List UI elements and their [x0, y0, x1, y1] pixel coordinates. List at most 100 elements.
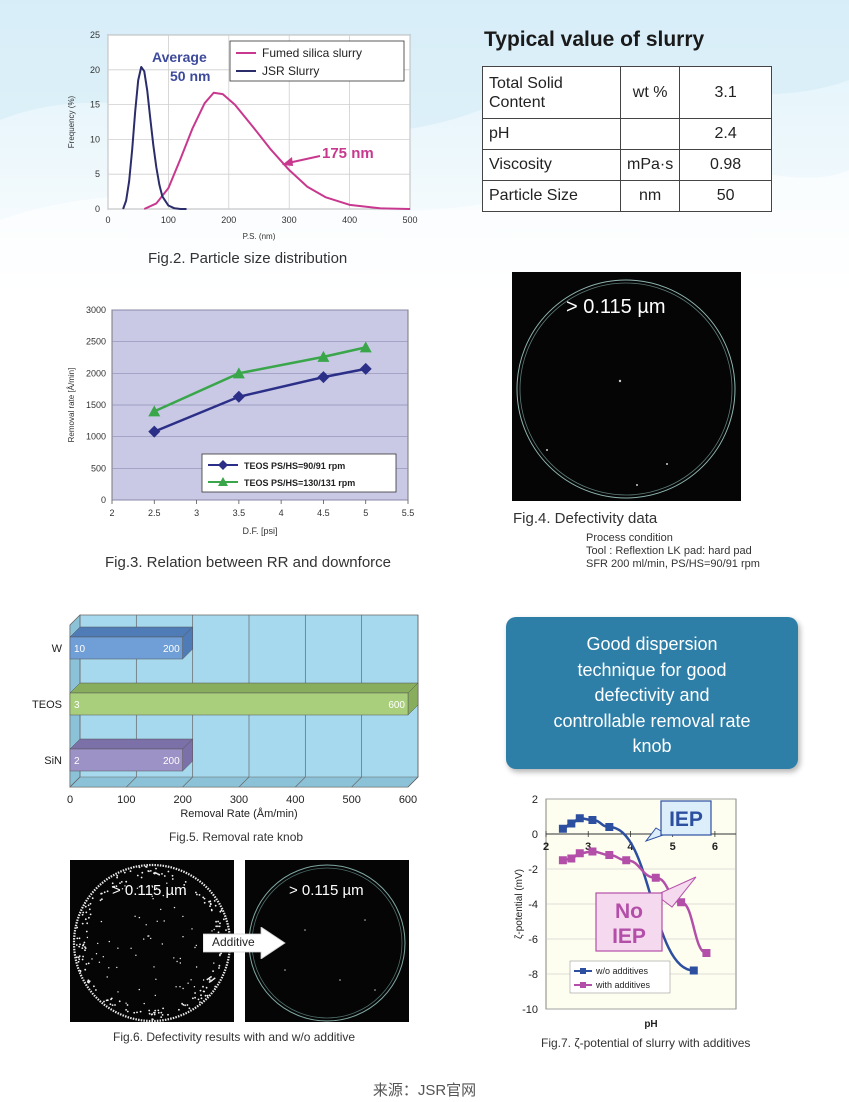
- y-tick-label: 0: [101, 495, 106, 505]
- defect-dot: [219, 910, 222, 913]
- defect-dot: [202, 990, 205, 993]
- defect-dot: [219, 922, 221, 925]
- x-tick-label: 500: [402, 215, 417, 225]
- defect-dot: [125, 880, 128, 883]
- defect-dot: [192, 997, 194, 1000]
- defect-size-label: > 0.115 µm: [289, 882, 364, 899]
- defect-dot: [374, 989, 376, 991]
- defect-dot: [154, 994, 156, 997]
- defect-dot: [87, 962, 90, 965]
- y-tick-label: 1000: [86, 432, 106, 442]
- removal-rate-chart: 0 500 1000 1500 2000 2500 3000 2 2.5 3 3.5 4 4.5 5 5.5…: [67, 305, 415, 536]
- defect-dot: [136, 1011, 138, 1014]
- defect-dot: [91, 958, 93, 960]
- defect-dot: [95, 989, 97, 991]
- defect-dot: [129, 870, 132, 873]
- defect-dot: [167, 1013, 169, 1016]
- y-tick-label: 15: [90, 100, 100, 110]
- defect-dot: [87, 980, 89, 983]
- defect-dot: [108, 967, 110, 969]
- y-tick-label: -6: [528, 934, 538, 946]
- defect-dot: [176, 960, 178, 963]
- data-point: [148, 405, 161, 417]
- defect-dot: [175, 986, 177, 988]
- defect-dot: [126, 1010, 129, 1013]
- defect-dot: [78, 958, 81, 961]
- defect-dot: [157, 1009, 160, 1012]
- bar-top: [69, 682, 419, 694]
- defect-dot: [86, 936, 89, 939]
- callout-pointer: [655, 876, 697, 908]
- y-tick-label: 2: [532, 794, 538, 806]
- defect-dot: [214, 985, 217, 988]
- x-tick-label: 200: [221, 215, 236, 225]
- x-axis-label: pH: [644, 1019, 657, 1030]
- defect-dot: [91, 897, 94, 900]
- defect-dot: [194, 992, 196, 994]
- legend-label: with additives: [595, 980, 651, 990]
- gridline: [182, 776, 193, 788]
- x-tick-label: 600: [399, 794, 417, 806]
- source-note: 来源：JSR官网: [372, 1082, 477, 1099]
- defect-dot: [163, 875, 166, 877]
- defect-dot: [88, 916, 90, 919]
- defect-dot: [156, 920, 158, 922]
- defect-dot: [163, 920, 165, 922]
- defect-dot: [152, 898, 154, 900]
- category-label: TEOS: [32, 699, 62, 711]
- fig4-caption: Fig.4. Defectivity data: [513, 510, 658, 527]
- y-tick-label: 10: [90, 134, 100, 144]
- defect-dot: [546, 449, 548, 451]
- defect-dot: [155, 872, 158, 875]
- defect-dot: [76, 926, 79, 929]
- defect-size-label: > 0.115 µm: [112, 882, 187, 899]
- legend-marker: [580, 982, 586, 988]
- removal-rate-knob-chart: 0 100 200 300 400 500 600 Removal Rate (Åm/min)…: [32, 614, 419, 820]
- defect-dot: [145, 866, 148, 868]
- legend-box: [229, 40, 405, 82]
- data-point: [651, 873, 660, 882]
- defect-dot: [140, 876, 143, 879]
- data-point: [605, 851, 614, 859]
- defect-dot: [171, 878, 174, 880]
- defect-dot: [86, 922, 89, 925]
- defect-dot: [195, 966, 198, 968]
- x-tick-label: 4: [279, 508, 284, 518]
- defect-dot: [199, 989, 202, 992]
- defect-dot: [125, 1002, 127, 1004]
- arrow-icon: [282, 157, 293, 166]
- defect-dot: [200, 994, 202, 997]
- defect-dot: [153, 1013, 156, 1016]
- wafer-outline: [516, 279, 736, 499]
- defect-dot: [138, 988, 140, 991]
- x-axis-label: P.S. (nm): [243, 232, 276, 241]
- y-tick-label: 1500: [86, 400, 106, 410]
- defect-dot: [162, 1007, 164, 1010]
- defect-dot: [208, 979, 211, 981]
- defect-dot: [79, 943, 81, 946]
- y-tick-label: 2000: [86, 368, 106, 378]
- x-tick-label: 5.5: [402, 508, 415, 518]
- data-point: [232, 390, 245, 403]
- defect-dot: [89, 913, 92, 916]
- defect-dot: [81, 922, 84, 925]
- defect-dot: [120, 881, 123, 883]
- legend-marker: [218, 477, 228, 486]
- defect-dot: [138, 866, 141, 869]
- bar-SiN: [69, 748, 183, 772]
- x-tick-label: 3.5: [233, 508, 246, 518]
- legend-box: [201, 453, 397, 493]
- defect-dot: [210, 980, 212, 983]
- defect-dot: [202, 985, 204, 988]
- annotation-arrow: [287, 155, 321, 164]
- defect-dot: [151, 1013, 153, 1016]
- y-axis-label: Frequency (%): [67, 95, 76, 148]
- defect-dot: [102, 956, 104, 958]
- data-point: [317, 350, 330, 362]
- condition-line: Process condition: [586, 532, 673, 544]
- y-tick-label: 2500: [86, 337, 106, 347]
- defect-dot: [210, 909, 213, 912]
- defect-dot: [618, 379, 622, 383]
- defect-dot: [218, 964, 221, 967]
- row-label: Viscosity: [482, 149, 621, 181]
